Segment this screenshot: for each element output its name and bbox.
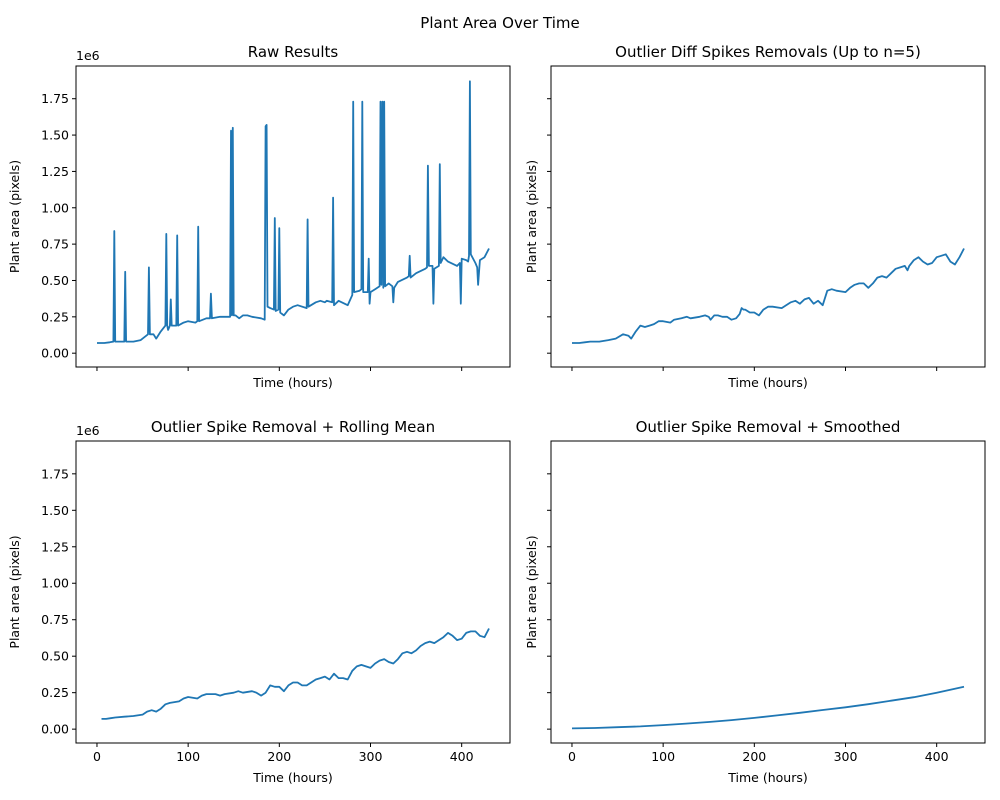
x-axis-label: Time (hours) (252, 770, 332, 785)
y-tick-label: 0.25 (41, 685, 69, 700)
axes-frame (550, 65, 986, 368)
subplot-title: Outlier Diff Spikes Removals (Up to n=5) (615, 43, 921, 61)
subplot-4: Outlier Spike Removal + Smoothed 0 100 200 3… (524, 418, 986, 785)
y-axis-label: Plant area (pixels) (524, 160, 539, 273)
y-tick-label: 1.00 (41, 200, 69, 215)
series-line (572, 248, 965, 344)
y-tick-label: 0.50 (41, 649, 69, 664)
subplot-1: Raw Results 0.00 0.25 0.50 0.75 1.00 1.25 1.50 1… (7, 43, 511, 390)
x-axis-label: Time (hours) (727, 770, 807, 785)
panels: Raw Results 0.00 0.25 0.50 0.75 1.00 1.25 1.50 1… (7, 43, 986, 785)
subplot-3: Outlier Spike Removal + Rolling Mean 0 100… (7, 418, 511, 785)
y-tick-label: 0.50 (41, 273, 69, 288)
y-offset-label: 1e6 (76, 48, 100, 63)
y-tick-label: 1.50 (41, 503, 69, 518)
y-tick-label: 0.00 (41, 722, 69, 737)
y-tick-label: 0.25 (41, 309, 69, 324)
axes-frame (75, 65, 511, 368)
x-tick-label: 0 (93, 749, 101, 764)
subplot-title: Raw Results (248, 43, 339, 61)
x-tick-label: 200 (267, 749, 291, 764)
y-tick-label: 1.75 (41, 91, 69, 106)
x-tick-label: 300 (359, 749, 383, 764)
y-tick-label: 0.00 (41, 346, 69, 361)
series-line (101, 628, 490, 720)
y-tick-label: 1.75 (41, 466, 69, 481)
x-tick-label: 100 (176, 749, 200, 764)
series-line (571, 685, 965, 730)
x-tick-label: 0 (568, 749, 576, 764)
y-tick-label: 1.25 (41, 539, 69, 554)
x-tick-label: 300 (834, 749, 858, 764)
y-offset-label: 1e6 (76, 423, 100, 438)
x-tick-label: 400 (450, 749, 474, 764)
x-axis-label: Time (hours) (252, 375, 332, 390)
x-axis-label: Time (hours) (727, 375, 807, 390)
x-tick-label: 400 (925, 749, 949, 764)
y-tick-label: 0.75 (41, 612, 69, 627)
y-tick-label: 1.50 (41, 128, 69, 143)
axes-frame (550, 440, 986, 744)
x-tick-label: 100 (651, 749, 675, 764)
y-tick-label: 0.75 (41, 237, 69, 252)
series-line (97, 80, 490, 344)
subplot-title: Outlier Spike Removal + Smoothed (636, 418, 901, 436)
subplot-title: Outlier Spike Removal + Rolling Mean (151, 418, 435, 436)
y-tick-label: 1.00 (41, 576, 69, 591)
y-axis-label: Plant area (pixels) (524, 535, 539, 648)
y-tick-label: 1.25 (41, 164, 69, 179)
subplot-2: Outlier Diff Spikes Removals (Up to n=5)… (524, 43, 986, 390)
x-tick-label: 200 (742, 749, 766, 764)
figure-title: Plant Area Over Time (420, 14, 579, 32)
y-axis-label: Plant area (pixels) (7, 535, 22, 648)
axes-frame (75, 440, 511, 744)
y-axis-label: Plant area (pixels) (7, 160, 22, 273)
